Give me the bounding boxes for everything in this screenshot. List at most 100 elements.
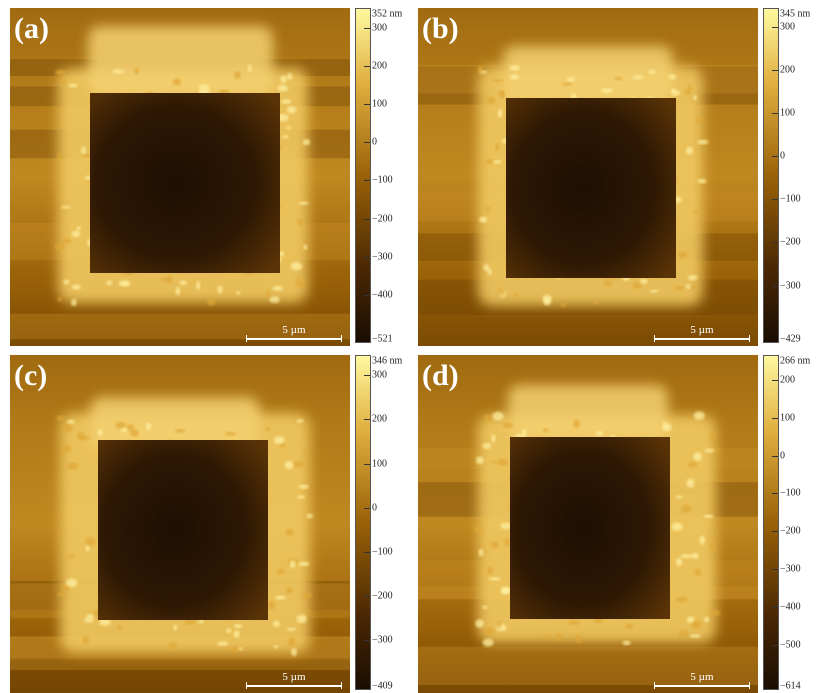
debris-particle: [289, 559, 296, 569]
debris-particle: [650, 289, 659, 293]
debris-particle: [633, 281, 642, 290]
debris-particle: [85, 544, 90, 552]
colorbar-tick-label: −100: [372, 546, 393, 558]
debris-particle: [685, 146, 694, 155]
debris-particle: [269, 296, 280, 304]
debris-particle: [497, 108, 503, 118]
debris-particle: [71, 230, 81, 238]
debris-particle: [521, 428, 527, 436]
debris-particle: [678, 630, 689, 638]
colorbar-tick: [364, 180, 370, 182]
debris-particle: [687, 461, 698, 468]
debris-particle: [85, 537, 96, 547]
debris-particle: [68, 83, 78, 88]
debris-particle: [675, 558, 683, 567]
debris-particle: [233, 630, 240, 638]
afm-topography: [418, 8, 758, 346]
debris-particle: [71, 284, 81, 290]
debris-particle: [83, 617, 94, 623]
debris-particle: [276, 568, 286, 575]
debris-particle: [286, 627, 297, 631]
debris-particle: [274, 595, 287, 601]
colorbar-tick-label: −100: [780, 193, 801, 205]
debris-particle: [573, 419, 580, 428]
debris-particle: [681, 505, 692, 513]
debris-particle: [61, 585, 70, 592]
debris-particle: [708, 609, 721, 616]
colorbar-min-label: −614: [780, 680, 801, 692]
debris-particle: [497, 90, 505, 96]
colorbar-tick-label: 200: [372, 413, 387, 425]
debris-particle: [684, 88, 692, 95]
colorbar-tick: [364, 27, 370, 29]
colorbar-tick-label: −300: [372, 251, 393, 263]
debris-particle: [126, 424, 135, 431]
colorbar-max-label: 346 nm: [372, 355, 403, 367]
debris-particle: [286, 106, 297, 114]
debris-particle: [675, 495, 684, 499]
colorbar-tick: [364, 463, 370, 465]
colorbar-tick-label: 0: [780, 450, 785, 462]
debris-particle: [207, 299, 216, 306]
debris-particle: [703, 514, 714, 519]
panel-label-a: (a): [14, 12, 49, 45]
debris-particle: [290, 262, 303, 271]
debris-particle: [509, 65, 520, 71]
debris-particle: [296, 280, 306, 288]
colorbar-tick: [364, 218, 370, 220]
debris-particle: [55, 69, 67, 76]
debris-particle: [302, 592, 312, 599]
debris-particle: [502, 422, 514, 429]
colorbar-tick: [772, 644, 778, 646]
debris-particle: [497, 287, 506, 296]
debris-particle: [693, 94, 698, 101]
debris-particle: [175, 287, 181, 296]
debris-particle: [691, 620, 702, 630]
debris-particle: [639, 278, 648, 285]
panel-label-b: (b): [422, 12, 459, 45]
colorbar-tick: [364, 256, 370, 258]
debris-particle: [544, 634, 552, 639]
debris-particle: [575, 634, 582, 644]
debris-particle: [226, 628, 232, 634]
milled-pit: [510, 437, 670, 619]
debris-particle: [296, 614, 307, 624]
debris-particle: [648, 69, 657, 74]
debris-particle: [297, 495, 306, 499]
afm-image-a: 5 µm: [10, 8, 350, 346]
debris-particle: [482, 638, 494, 647]
debris-particle: [77, 432, 85, 441]
debris-particle: [67, 462, 79, 470]
debris-particle: [267, 601, 276, 610]
debris-particle: [490, 541, 499, 549]
colorbar-tick-label: −100: [780, 487, 801, 499]
debris-particle: [693, 209, 704, 214]
debris-particle: [265, 290, 271, 298]
colorbar-tick-label: −400: [372, 289, 393, 301]
afm-topography: [10, 355, 350, 693]
debris-particle: [112, 69, 125, 74]
debris-particle: [595, 431, 604, 436]
debris-particle: [674, 285, 685, 291]
colorbar-tick-label: 300: [372, 369, 387, 381]
debris-particle: [709, 542, 716, 550]
debris-particle: [145, 422, 152, 431]
colorbar-tick: [772, 70, 778, 72]
debris-particle: [285, 587, 294, 594]
panel-label-c: (c): [14, 359, 48, 392]
debris-particle: [542, 428, 549, 433]
debris-particle: [196, 281, 201, 290]
colorbar-tick: [772, 27, 778, 29]
debris-particle: [691, 552, 699, 559]
colorbar-tick: [772, 199, 778, 201]
debris-particle: [302, 139, 311, 146]
debris-particle: [568, 620, 580, 626]
debris-particle: [302, 448, 308, 453]
debris-particle: [106, 280, 113, 286]
colorbar-tick: [364, 595, 370, 597]
debris-particle: [130, 429, 139, 437]
colorbar-tick: [364, 375, 370, 377]
colorbar-tick: [772, 531, 778, 533]
debris-particle: [704, 616, 710, 623]
debris-particle: [695, 117, 704, 123]
